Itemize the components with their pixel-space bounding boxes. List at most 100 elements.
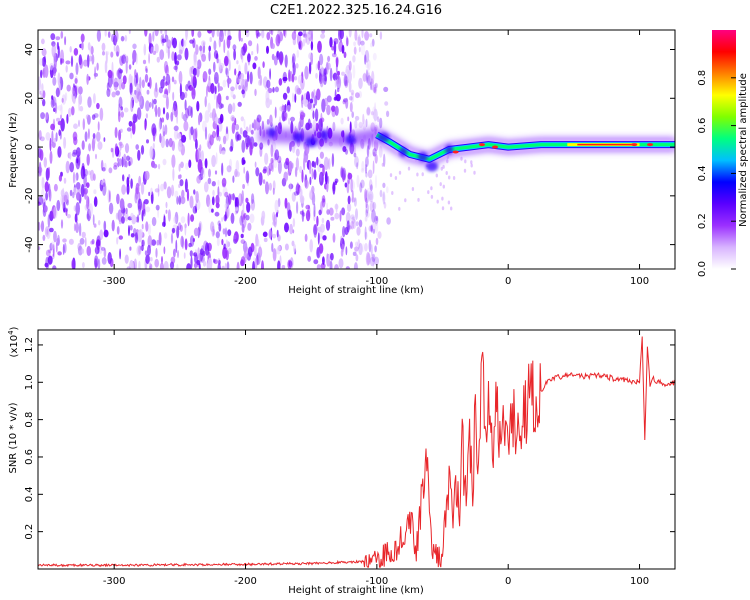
spectrogram-noise-speck <box>274 106 277 119</box>
spectrogram-noise-speck <box>140 182 145 195</box>
spectrogram-noise-speck <box>172 91 175 101</box>
spectrogram-noise-speck <box>364 164 368 174</box>
spectrogram-noise-speck <box>223 39 226 54</box>
spectrogram-noise-speck <box>171 51 175 61</box>
spectrogram-noise-speck <box>42 90 46 99</box>
spectrogram-noise-speck <box>375 237 379 246</box>
spectrogram-noise-speck <box>78 119 80 127</box>
spectrogram-noise-speck <box>150 46 154 55</box>
spectrogram-noise-speck <box>306 91 309 100</box>
spectrogram-noise-speck <box>97 141 103 150</box>
spectrogram-noise-speck <box>436 199 439 204</box>
spectrogram-noise-speck <box>342 146 347 153</box>
spectrogram-noise-speck <box>283 112 288 121</box>
colorbar-label: Normalized spectral amplitude <box>738 73 749 227</box>
spectrogram-noise-speck <box>135 87 141 100</box>
spectrogram-noise-speck <box>291 191 296 202</box>
spectrogram-noise-speck <box>362 119 367 131</box>
spectrogram-noise-speck <box>321 195 326 208</box>
spectrogram-noise-speck <box>50 33 56 41</box>
spectrogram-noise-speck <box>44 55 46 63</box>
spectrogram-noise-speck <box>215 128 220 141</box>
spectrogram-noise-speck <box>152 142 155 150</box>
spectrogram-noise-speck <box>319 172 322 183</box>
spectrogram-noise-speck <box>155 247 158 258</box>
spectrogram-noise-speck <box>108 202 114 215</box>
spectrogram-noise-speck <box>137 214 140 223</box>
spectrogram-noise-speck <box>370 214 373 222</box>
spectrogram-noise-speck <box>309 176 312 186</box>
spectrogram-noise-speck <box>51 96 57 107</box>
spectrogram-noise-speck <box>38 196 44 206</box>
spectrogram-noise-speck <box>440 166 443 171</box>
spectrogram-noise-speck <box>370 244 373 257</box>
spectrogram-noise-speck <box>346 37 349 47</box>
spectrogram-noise-speck <box>64 92 68 101</box>
spectrogram-noise-speck <box>238 70 242 80</box>
spectrogram-noise-speck <box>365 171 368 178</box>
spectrogram-noise-speck <box>191 30 195 37</box>
spectrogram-noise-speck <box>244 78 249 88</box>
spectrogram-noise-speck <box>181 189 185 199</box>
spectrogram-noise-speck <box>178 195 182 206</box>
spectrogram-noise-speck <box>162 107 166 115</box>
spectrogram-noise-speck <box>296 49 300 58</box>
spectrogram-noise-speck <box>103 229 109 238</box>
spectrogram-noise-speck <box>173 79 177 85</box>
spectrogram-noise-speck <box>207 30 213 34</box>
spectrogram-noise-speck <box>41 48 47 57</box>
spectrogram-noise-speck <box>117 209 123 222</box>
spectrogram-noise-speck <box>266 165 270 177</box>
ridge-dense-blob <box>377 132 390 143</box>
spectrogram-noise-speck <box>172 224 178 229</box>
spectrogram-noise-speck <box>141 223 144 230</box>
spectrogram-noise-speck <box>60 118 65 132</box>
spectrogram-noise-speck <box>313 161 317 169</box>
spectrogram-noise-speck <box>215 231 220 239</box>
spectrogram-noise-speck <box>144 73 149 83</box>
spectrogram-noise-speck <box>63 194 68 203</box>
spectrogram-noise-speck <box>370 78 374 91</box>
spectrogram-noise-speck <box>247 53 251 63</box>
spectrogram-noise-speck <box>117 74 122 86</box>
spectrogram-noise-speck <box>343 51 347 58</box>
spectrogram-noise-speck <box>249 213 255 224</box>
spectrogram-noise-speck <box>39 149 44 161</box>
spectrogram-noise-speck <box>349 102 353 113</box>
spectrogram-noise-speck <box>113 44 116 52</box>
spectrogram-noise-speck <box>115 90 120 96</box>
spectrogram-noise-speck <box>375 216 378 221</box>
spectrogram-noise-speck <box>241 223 245 233</box>
spectrogram-noise-speck <box>293 191 299 196</box>
spectrogram-noise-speck <box>64 36 67 46</box>
spectrogram-noise-speck <box>148 32 152 46</box>
spectrogram-noise-speck <box>116 193 120 205</box>
spectrogram-noise-speck <box>206 86 208 98</box>
spectrogram-noise-speck <box>202 71 208 83</box>
spectrogram-noise-speck <box>347 116 350 122</box>
spectrogram-noise-speck <box>81 140 85 151</box>
spectrogram-noise-speck <box>268 228 272 239</box>
spectrogram-noise-speck <box>283 171 289 183</box>
spectrogram-noise-speck <box>248 40 253 47</box>
spectrogram-noise-speck <box>347 195 351 205</box>
ridge-dense-blob <box>399 146 408 157</box>
spectrogram-noise-speck <box>148 261 151 266</box>
spectrogram-noise-speck <box>362 113 365 125</box>
spectrogram-noise-speck <box>41 176 45 189</box>
spectrogram-noise-speck <box>195 138 198 150</box>
spectrogram-noise-speck <box>232 192 235 201</box>
spectrogram-noise-speck <box>160 79 165 89</box>
spectrogram-noise-speck <box>47 255 53 265</box>
spectrogram-noise-speck <box>331 108 336 118</box>
spectrogram-noise-speck <box>187 212 190 227</box>
spectrogram-noise-speck <box>58 174 63 182</box>
spectrogram-noise-speck <box>340 117 344 125</box>
spectrogram-noise-speck <box>316 215 319 227</box>
spectrogram-noise-speck <box>91 114 96 120</box>
spectrogram-noise-speck <box>323 68 327 77</box>
spectrogram-noise-speck <box>301 209 305 223</box>
spectrogram-noise-speck <box>346 220 350 233</box>
spectrogram-noise-speck <box>427 190 430 195</box>
spectrogram-noise-speck <box>109 190 111 203</box>
